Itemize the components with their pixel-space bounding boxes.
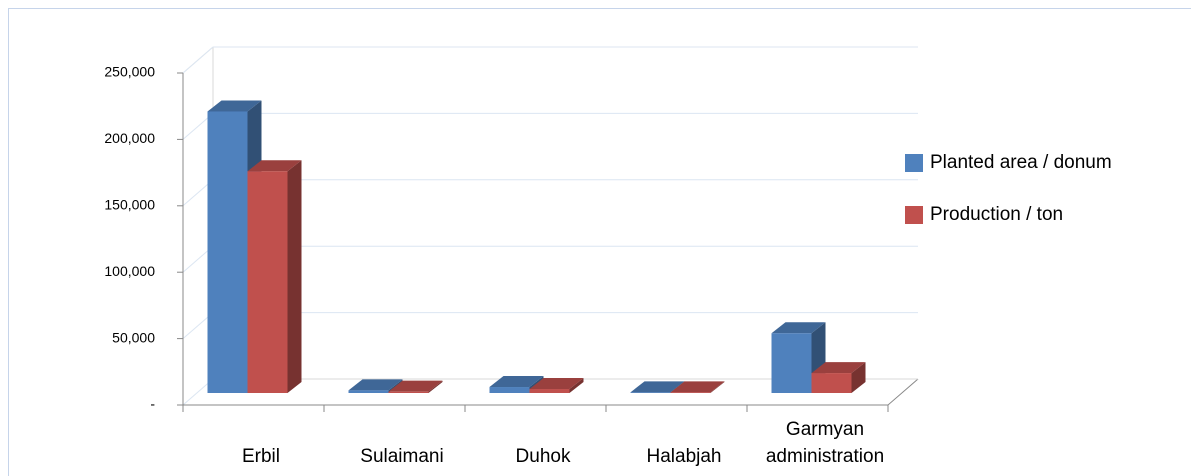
bar-top <box>247 160 302 172</box>
bar <box>771 333 812 393</box>
bar <box>207 111 248 394</box>
x-tick-label: Garmyan administration <box>765 419 885 467</box>
bar-side <box>287 160 302 393</box>
bar <box>811 373 852 393</box>
legend-swatch <box>905 154 923 172</box>
bar <box>670 392 711 393</box>
bar-top <box>670 381 725 393</box>
x-tick-label: Duhok <box>515 446 571 467</box>
y-tick-label: 50,000 <box>112 329 155 345</box>
chart-border <box>8 8 1191 476</box>
bar-top <box>489 376 544 388</box>
bar <box>529 389 570 393</box>
bar-side <box>851 362 866 393</box>
bar-top <box>207 100 262 112</box>
bar <box>489 387 530 393</box>
y-tick-label: 250,000 <box>104 64 155 80</box>
legend-swatch <box>905 206 923 224</box>
legend-label: Production / ton <box>930 204 1063 225</box>
bar <box>348 390 389 393</box>
bar-side <box>569 378 584 393</box>
bar-top <box>630 381 685 393</box>
bar-top <box>348 379 403 391</box>
grid-line-side <box>182 46 214 74</box>
bar-top <box>529 378 584 390</box>
bar-side <box>428 380 443 393</box>
floor-edge <box>887 378 919 406</box>
bar <box>388 391 429 393</box>
bar <box>630 392 671 393</box>
bar <box>247 171 288 393</box>
legend-label: Planted area / donum <box>930 152 1112 173</box>
x-tick-label: Erbil <box>241 446 280 467</box>
bar-side <box>710 381 725 393</box>
bar-top <box>771 322 826 334</box>
y-tick-label: 150,000 <box>104 197 155 213</box>
y-tick-label: 100,000 <box>104 263 155 279</box>
y-tick-label: - <box>150 396 155 412</box>
bar-top <box>811 362 866 374</box>
bar-top <box>388 380 443 392</box>
x-tick-label: Halabjah <box>646 446 722 467</box>
y-tick-label: 200,000 <box>104 130 155 146</box>
x-tick-label: Sulaimani <box>360 446 444 467</box>
